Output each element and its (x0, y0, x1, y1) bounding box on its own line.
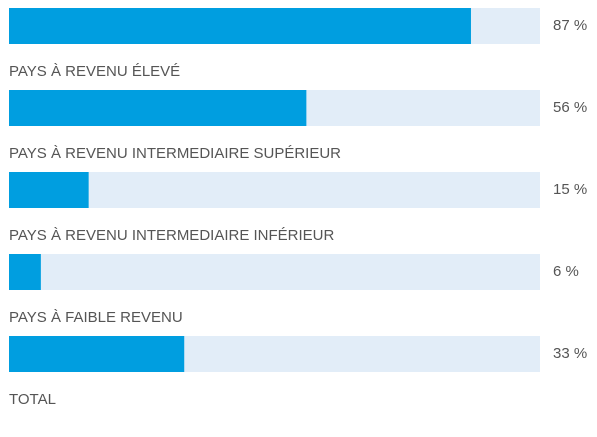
category-label: PAYS À REVENU ÉLEVÉ (9, 63, 180, 80)
category-label: PAYS À REVENU INTERMEDIAIRE SUPÉRIEUR (9, 145, 341, 162)
value-label: 87 % (553, 17, 587, 34)
bar (9, 172, 89, 208)
value-label: 15 % (553, 181, 587, 198)
bar (9, 336, 185, 372)
category-label: TOTAL (9, 391, 56, 408)
bar (9, 8, 471, 44)
bar-track (9, 172, 540, 208)
bar (9, 90, 307, 126)
category-label: PAYS À FAIBLE REVENU (9, 309, 183, 326)
value-label: 6 % (553, 263, 579, 280)
bar-track (9, 254, 540, 290)
value-label: 33 % (553, 345, 587, 362)
value-label: 56 % (553, 99, 587, 116)
category-label: PAYS À REVENU INTERMEDIAIRE INFÉRIEUR (9, 227, 334, 244)
bar (9, 254, 41, 290)
